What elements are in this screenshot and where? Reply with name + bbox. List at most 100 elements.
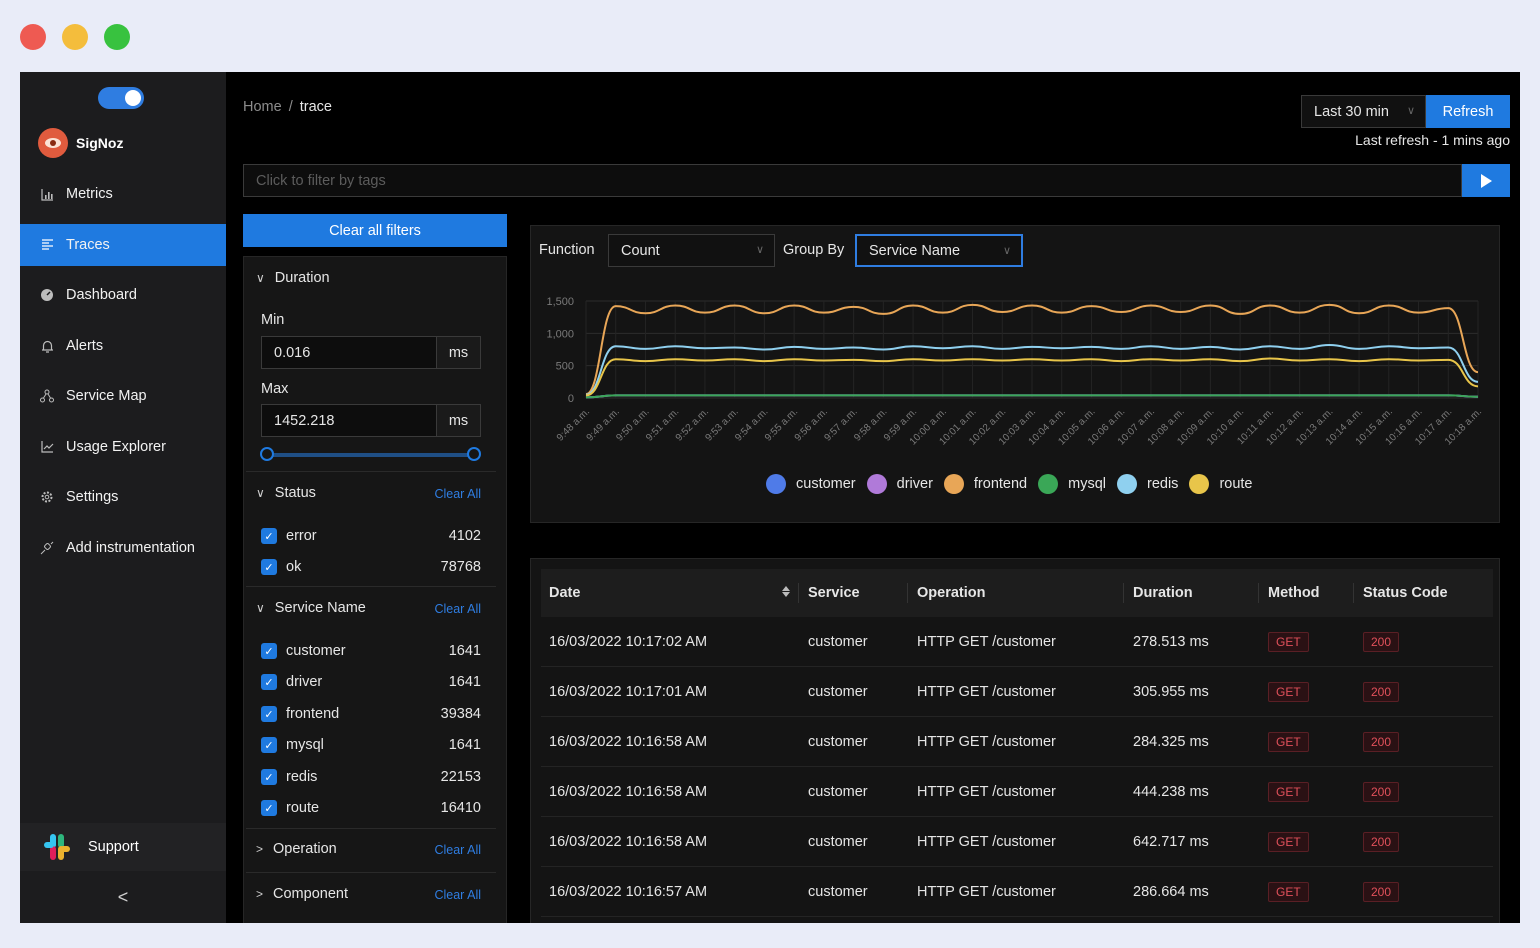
legend-item[interactable]: redis [1117, 474, 1178, 494]
table-row[interactable]: 16/03/2022 10:16:58 AM customer HTTP GET /… [541, 717, 1493, 767]
collapse-sidebar-button[interactable]: < [117, 886, 129, 907]
checkbox-checked-icon[interactable]: ✓ [261, 643, 277, 659]
group-by-select[interactable]: Service Name ∨ [855, 234, 1023, 267]
service-option-route[interactable]: ✓ route 16410 [261, 798, 481, 818]
checkbox-checked-icon[interactable]: ✓ [261, 674, 277, 690]
max-duration-input[interactable]: 1452.218 [261, 404, 437, 437]
option-label: error [286, 528, 317, 544]
duration-slider-track[interactable] [266, 453, 476, 457]
breadcrumb-current: trace [299, 99, 332, 115]
duration-slider-max-handle[interactable] [467, 447, 481, 461]
column-header-status-code: Status Code [1353, 569, 1448, 617]
operation-clear-all-link[interactable]: Clear All [434, 843, 481, 857]
table-row[interactable]: 16/03/2022 10:17:02 AM customer HTTP GET /… [541, 617, 1493, 667]
clear-all-filters-button[interactable]: Clear all filters [243, 214, 507, 247]
sidebar-item-add-instrumentation[interactable]: Add instrumentation [20, 527, 226, 569]
component-section-toggle[interactable]: > Component [256, 886, 348, 902]
cell-service: customer [808, 767, 868, 817]
cell-method: GET [1268, 817, 1309, 867]
tag-filter-input[interactable]: Click to filter by tags [243, 164, 1462, 197]
brand[interactable]: SigNoz [38, 128, 123, 158]
duration-slider-min-handle[interactable] [260, 447, 274, 461]
service-name-clear-all-link[interactable]: Clear All [434, 602, 481, 616]
cell-operation: HTTP GET /customer [917, 817, 1056, 867]
table-row[interactable]: 16/03/2022 10:16:58 AM customer HTTP GET /… [541, 767, 1493, 817]
status-option-error[interactable]: ✓ error 4102 [261, 526, 481, 546]
chevron-right-icon: > [256, 842, 264, 856]
sidebar-item-service-map[interactable]: Service Map [20, 375, 226, 417]
cell-duration: 286.664 ms [1133, 867, 1209, 917]
run-filter-button[interactable] [1462, 164, 1510, 197]
cell-operation-text: HTTP GET /customer [917, 684, 1056, 700]
service-name-section-toggle[interactable]: ∨ Service Name [256, 600, 366, 616]
checkbox-checked-icon[interactable]: ✓ [261, 559, 277, 575]
minimize-window-button[interactable] [62, 24, 88, 50]
cell-method: GET [1268, 767, 1309, 817]
time-range-select[interactable]: Last 30 min ∨ [1301, 95, 1426, 128]
chevron-down-icon: ∨ [755, 244, 764, 256]
cell-method: GET [1268, 867, 1309, 917]
table-row[interactable]: 16/03/2022 10:16:58 AM customer HTTP GET /… [541, 817, 1493, 867]
checkbox-checked-icon[interactable]: ✓ [261, 706, 277, 722]
sidebar-item-settings[interactable]: Settings [20, 476, 226, 518]
service-option-driver[interactable]: ✓ driver 1641 [261, 672, 481, 692]
theme-toggle[interactable] [98, 87, 144, 109]
checkbox-checked-icon[interactable]: ✓ [261, 737, 277, 753]
checkbox-checked-icon[interactable]: ✓ [261, 528, 277, 544]
checkbox-checked-icon[interactable]: ✓ [261, 769, 277, 785]
legend-item[interactable]: frontend [943, 474, 1027, 494]
sidebar-nav: Metrics Traces Dashboard Alerts [20, 173, 226, 577]
last-refresh-text: Last refresh - 1 mins ago [1355, 132, 1510, 148]
status-code-tag: 200 [1363, 682, 1400, 702]
sidebar-item-dashboard[interactable]: Dashboard [20, 274, 226, 316]
function-value: Count [621, 242, 660, 259]
close-window-button[interactable] [20, 24, 46, 50]
service-option-redis[interactable]: ✓ redis 22153 [261, 767, 481, 787]
service-option-frontend[interactable]: ✓ frontend 39384 [261, 704, 481, 724]
brand-name: SigNoz [76, 135, 124, 151]
cell-operation-text: HTTP GET /customer [917, 834, 1056, 850]
chevron-down-icon: ∨ [256, 486, 265, 500]
cell-duration: 642.717 ms [1133, 817, 1209, 867]
support-link[interactable]: Support [20, 823, 226, 871]
service-option-customer[interactable]: ✓ customer 1641 [261, 641, 481, 661]
table-row[interactable]: 16/03/2022 10:17:01 AM customer HTTP GET /… [541, 667, 1493, 717]
status-clear-all-link[interactable]: Clear All [434, 487, 481, 501]
column-header-date[interactable]: Date [549, 585, 581, 601]
breadcrumb-home[interactable]: Home [243, 99, 282, 115]
method-tag: GET [1268, 882, 1309, 902]
status-section-toggle[interactable]: ∨ Status [256, 485, 316, 501]
bell-icon [40, 339, 54, 353]
y-tick-label: 1,500 [546, 296, 574, 308]
service-option-mysql[interactable]: ✓ mysql 1641 [261, 735, 481, 755]
legend-item[interactable]: driver [866, 474, 933, 494]
cell-status-code: 200 [1363, 667, 1400, 717]
component-clear-all-link[interactable]: Clear All [434, 888, 481, 902]
play-icon [1480, 173, 1492, 188]
cell-duration-text: 284.325 ms [1133, 734, 1209, 750]
min-duration-input[interactable]: 0.016 [261, 336, 437, 369]
legend-item[interactable]: route [1189, 474, 1253, 494]
refresh-button[interactable]: Refresh [1426, 95, 1510, 128]
legend-label: customer [796, 476, 856, 492]
sort-icon[interactable] [781, 585, 791, 601]
sidebar-item-traces[interactable]: Traces [20, 223, 226, 266]
duration-section-toggle[interactable]: ∨ Duration [256, 270, 330, 286]
status-code-tag: 200 [1363, 632, 1400, 652]
cell-operation: HTTP GET /customer [917, 767, 1056, 817]
cell-operation-text: HTTP GET /customer [917, 634, 1056, 650]
operation-section-toggle[interactable]: > Operation [256, 841, 337, 857]
maximize-window-button[interactable] [104, 24, 130, 50]
sidebar-item-metrics[interactable]: Metrics [20, 173, 226, 215]
table-row[interactable]: 16/03/2022 10:16:57 AM customer HTTP GET /… [541, 867, 1493, 917]
status-option-ok[interactable]: ✓ ok 78768 [261, 557, 481, 577]
function-select[interactable]: Count ∨ [608, 234, 775, 267]
sidebar-item-usage-explorer[interactable]: Usage Explorer [20, 426, 226, 468]
checkbox-checked-icon[interactable]: ✓ [261, 800, 277, 816]
option-label: route [286, 800, 320, 816]
legend-item[interactable]: mysql [1038, 474, 1106, 494]
cell-status-code: 200 [1363, 867, 1400, 917]
sidebar-item-alerts[interactable]: Alerts [20, 325, 226, 367]
legend-item[interactable]: customer [766, 474, 856, 494]
chart-legend: customer driver frontend mysql redis route [766, 474, 1264, 494]
